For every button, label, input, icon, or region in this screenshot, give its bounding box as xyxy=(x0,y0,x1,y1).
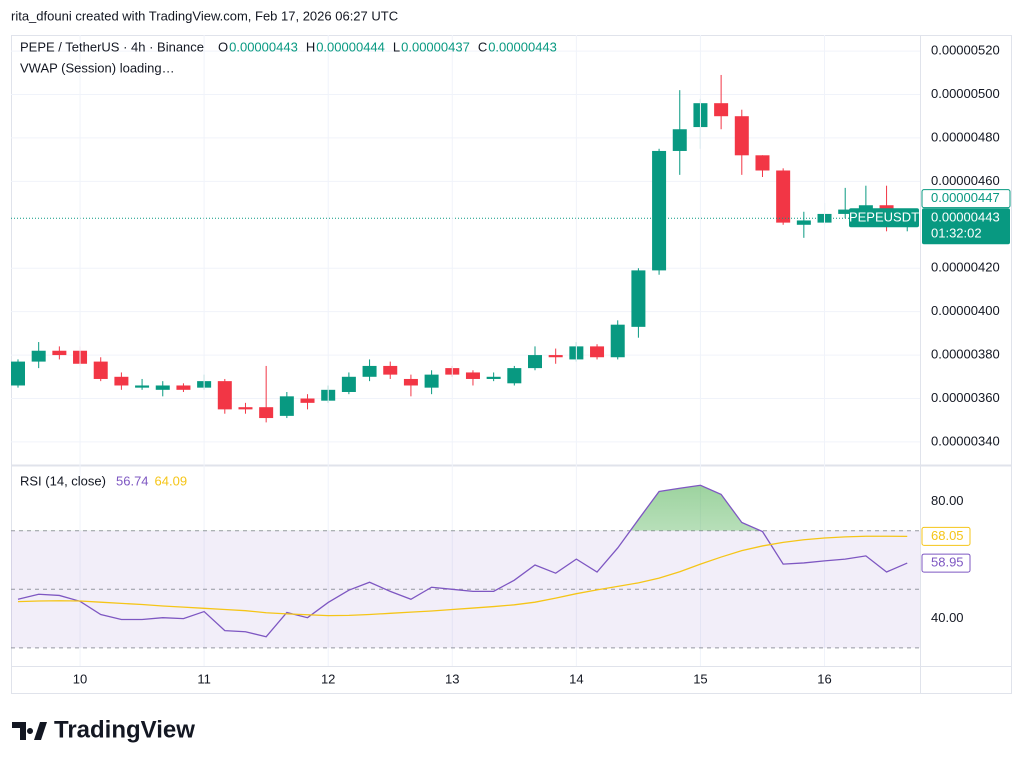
indicator-value: 56.74 xyxy=(116,473,149,488)
overbought-fill xyxy=(630,485,761,531)
candle-body xyxy=(135,385,150,388)
x-tick-label: 14 xyxy=(569,671,583,686)
last-price-label: 0.00000443 xyxy=(931,210,1000,225)
candle-body xyxy=(31,350,46,362)
y-tick-label: 40.00 xyxy=(931,610,964,625)
y-tick-label: 0.00000380 xyxy=(931,347,1000,362)
y-tick-label: 0.00000460 xyxy=(931,173,1000,188)
indicator-label: VWAP (Session) loading… xyxy=(20,60,175,75)
candle-body xyxy=(52,350,67,356)
candle-body xyxy=(383,365,398,375)
candle-body xyxy=(652,150,667,271)
plot-layer: 10 11 12 13 14 15 16 0.00000520 0.00000500 0.0000… xyxy=(11,35,1011,686)
rsi-band xyxy=(11,530,920,648)
y-tick-label: 0.00000360 xyxy=(931,390,1000,405)
ohlc-key: C xyxy=(478,39,487,54)
candle-body xyxy=(217,381,232,410)
ohlc-value: 0.00000437 xyxy=(401,39,470,54)
x-tick-label: 10 xyxy=(73,671,87,686)
candle-body xyxy=(714,103,729,117)
candle-body xyxy=(486,376,501,379)
x-tick-label: 11 xyxy=(197,671,211,686)
symbol-title: PEPE / TetherUS · 4h · Binance xyxy=(20,39,204,54)
candle-body xyxy=(776,170,791,223)
x-tick-label: 12 xyxy=(321,671,335,686)
y-tick-label: 0.00000520 xyxy=(931,43,1000,58)
logo-text: TradingView xyxy=(54,716,195,743)
rsi-line xyxy=(17,535,908,617)
last-price-box xyxy=(922,208,1010,245)
indicator-value: 64.09 xyxy=(155,473,188,488)
candle-body xyxy=(341,376,356,392)
price-plot xyxy=(11,50,920,443)
y-tick-label: 0.00000400 xyxy=(931,303,1000,318)
candle-body xyxy=(631,270,646,327)
candle-body xyxy=(11,361,25,386)
candle-body xyxy=(93,361,108,379)
symbol-tag-box xyxy=(849,208,919,228)
candle-body xyxy=(755,155,770,171)
y-tick-label: 0.00000500 xyxy=(931,86,1000,101)
candle-body xyxy=(528,355,542,369)
logo-icon xyxy=(12,722,47,740)
countdown: 01:32:02 xyxy=(931,226,982,241)
candle-body xyxy=(507,368,522,384)
candle-body xyxy=(155,385,170,390)
candle-body xyxy=(672,129,687,151)
y-tick-label: 0.00000420 xyxy=(931,260,1000,275)
ohlc-key: H xyxy=(306,39,315,54)
end-label-box xyxy=(921,526,971,546)
attribution: rita_dfouni created with TradingView.com… xyxy=(11,8,398,23)
end-label: 58.95 xyxy=(931,555,964,570)
rsi-plot xyxy=(11,484,920,649)
end-label: 68.05 xyxy=(931,528,964,543)
candle-body xyxy=(465,372,480,379)
end-label-box xyxy=(921,553,971,573)
rsi-line xyxy=(17,484,908,638)
y-tick-label: 80.00 xyxy=(931,493,964,508)
logo: TradingView xyxy=(12,716,195,743)
ohlc-value: 0.00000444 xyxy=(316,39,385,54)
x-tick-label: 16 xyxy=(817,671,831,686)
candle-body xyxy=(590,346,605,358)
candle-body xyxy=(610,324,625,358)
price-label-box xyxy=(921,189,1011,209)
candle-body xyxy=(858,205,873,210)
ohlc-value: 0.00000443 xyxy=(488,39,557,54)
indicator-title: RSI (14, close) xyxy=(20,473,106,488)
candle-body xyxy=(424,374,439,388)
candle-body xyxy=(176,385,191,390)
candle-body xyxy=(403,378,418,386)
candle-body xyxy=(300,398,315,403)
ohlc-key: L xyxy=(393,39,400,54)
price-label: 0.00000447 xyxy=(931,190,1000,205)
x-tick-label: 13 xyxy=(445,671,459,686)
candle-body xyxy=(362,365,377,377)
ohlc-key: O xyxy=(218,39,228,54)
candle-body xyxy=(796,220,811,225)
candle-body xyxy=(259,407,274,419)
symbol-tag: PEPEUSDT xyxy=(849,210,919,225)
x-tick-label: 15 xyxy=(693,671,707,686)
y-tick-label: 0.00000340 xyxy=(931,433,1000,448)
y-tick-label: 0.00000480 xyxy=(931,129,1000,144)
candle-body xyxy=(548,355,563,358)
candle-body xyxy=(838,209,853,214)
candle-body xyxy=(238,407,253,410)
candle-body xyxy=(114,376,129,386)
candle-body xyxy=(734,116,749,156)
ohlc-value: 0.00000443 xyxy=(229,39,298,54)
candle-body xyxy=(279,396,294,416)
